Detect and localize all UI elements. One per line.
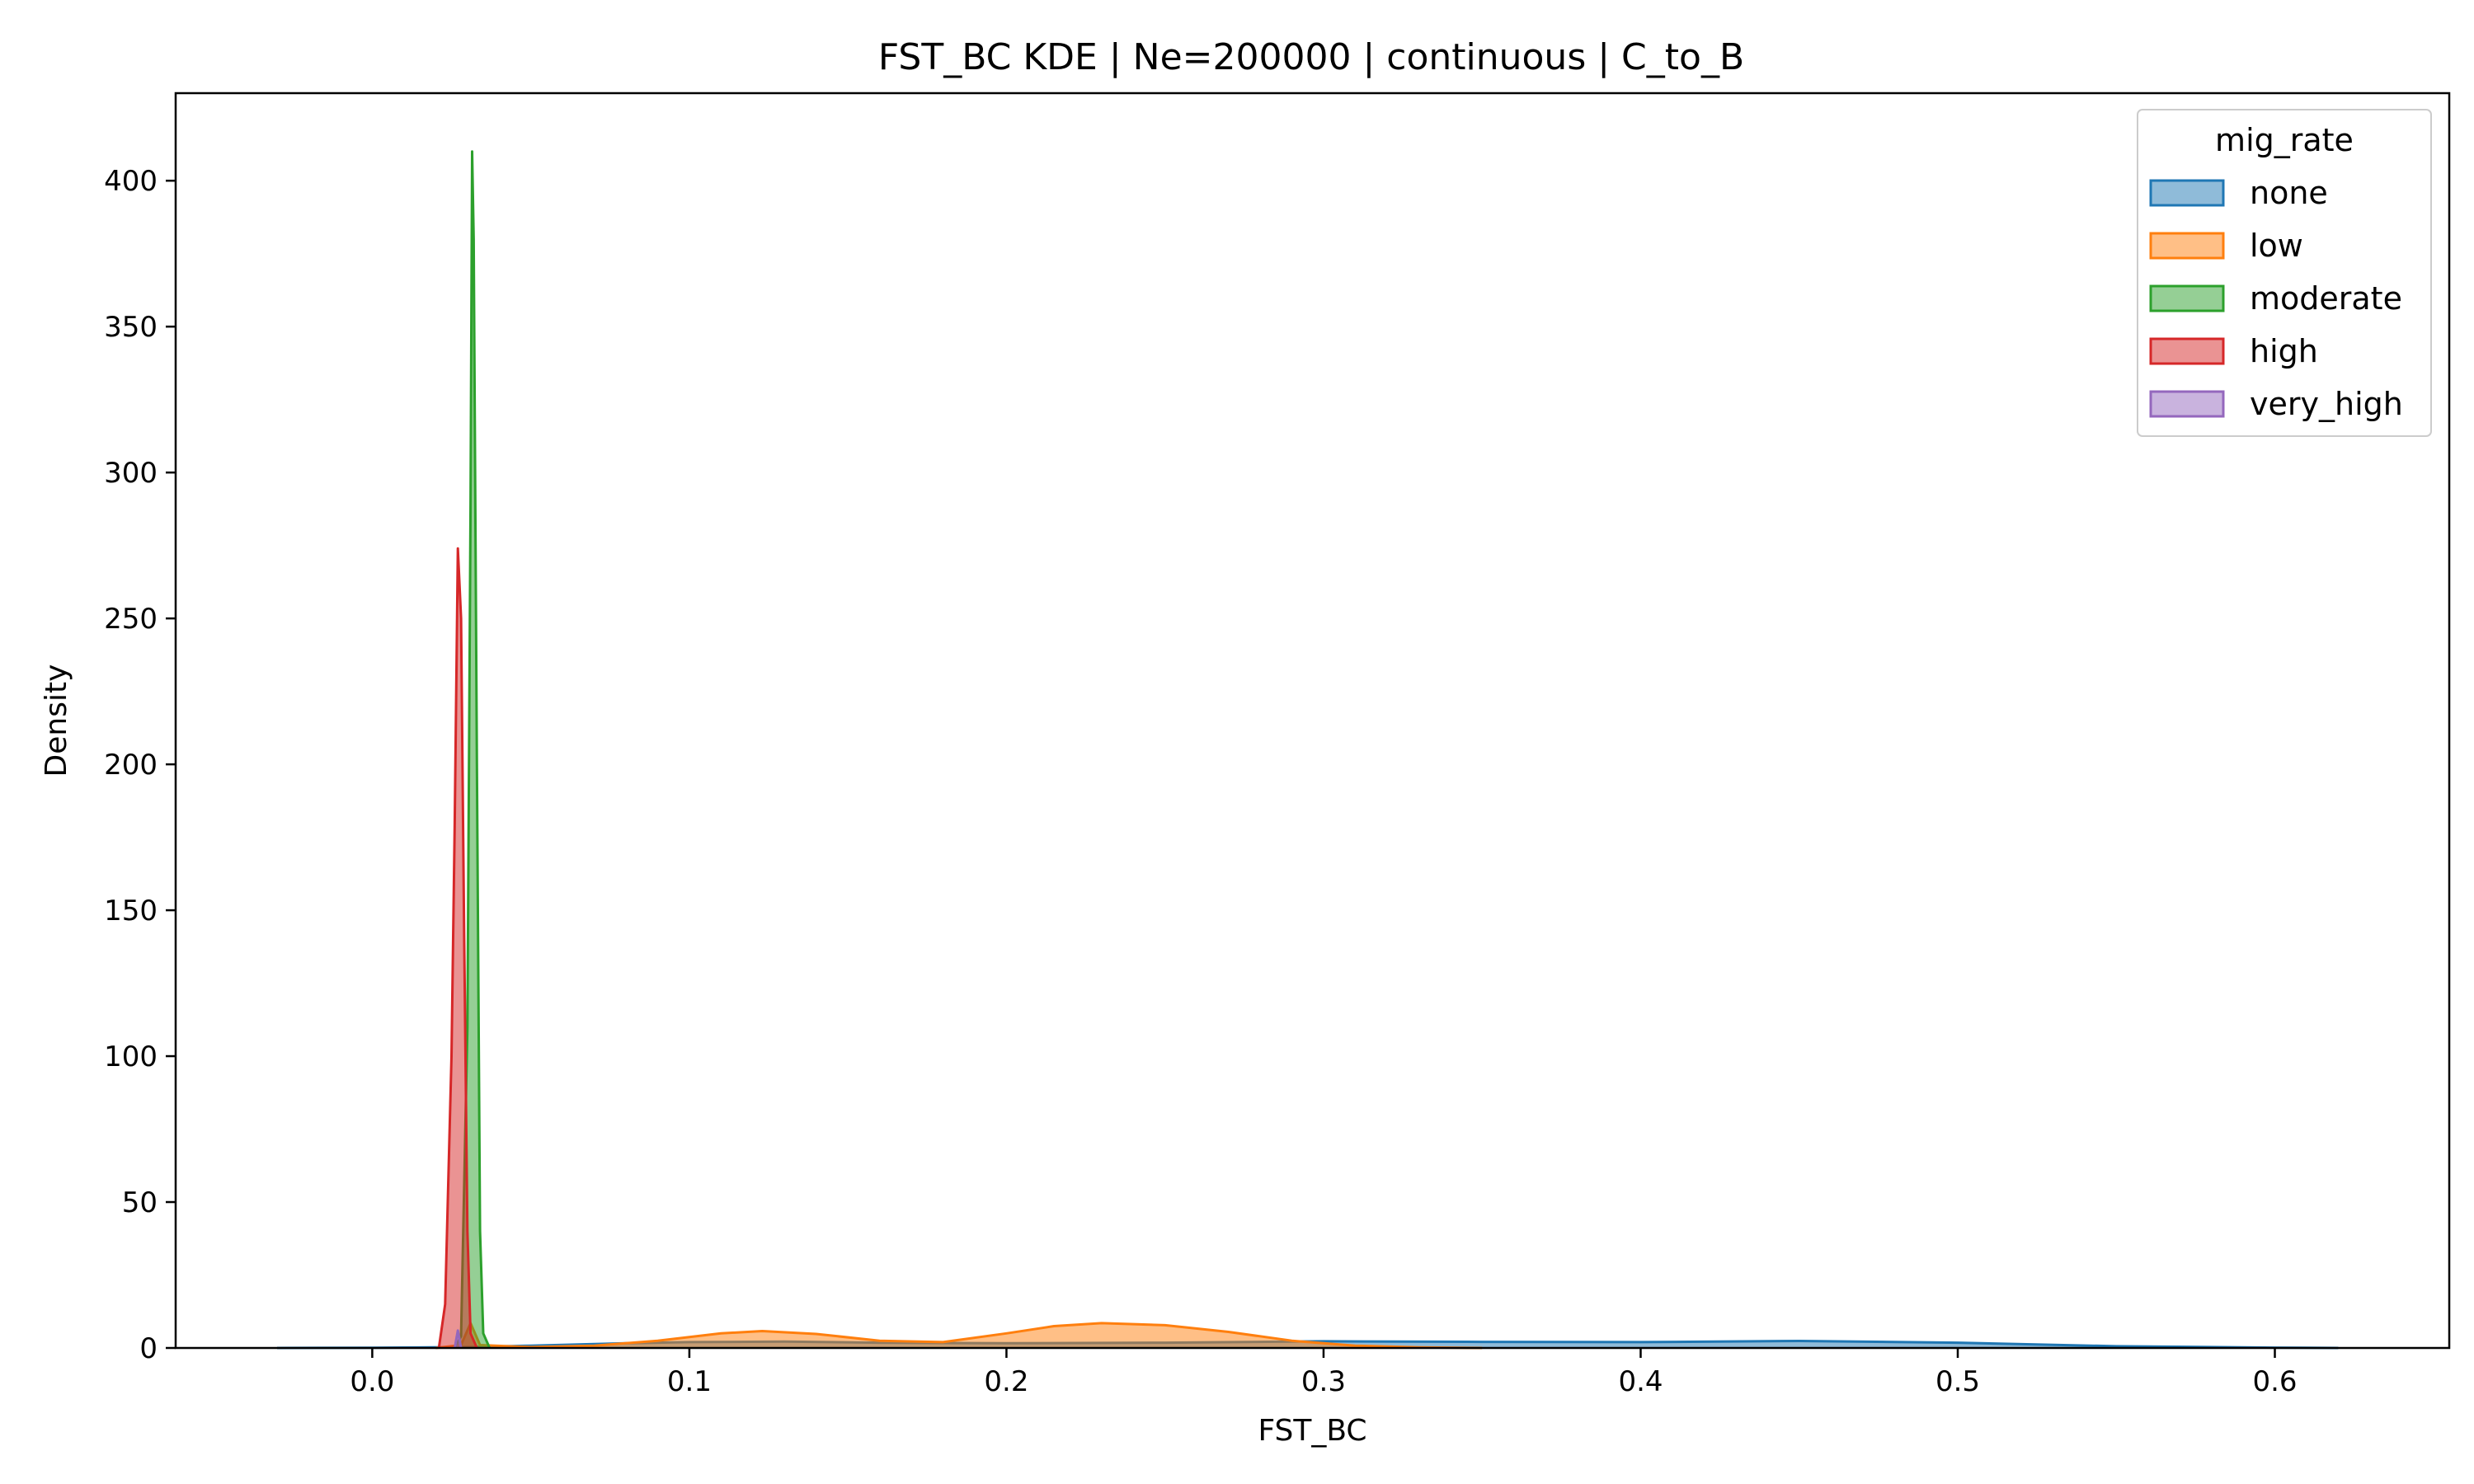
y-tick-label: 250 [104, 603, 158, 636]
y-tick-label: 150 [104, 895, 158, 928]
plot-area [276, 150, 2339, 1350]
legend-swatch-high [2149, 337, 2225, 365]
x-tick-label: 0.1 [667, 1365, 712, 1398]
series-area-high [439, 548, 477, 1348]
series-line-high [437, 547, 478, 1349]
y-tick-label: 50 [122, 1186, 158, 1219]
series-line-low [435, 1322, 1483, 1350]
x-tick-label: 0.3 [1301, 1365, 1346, 1398]
legend-swatch-very_high [2149, 390, 2225, 418]
y-tick-label: 350 [104, 311, 158, 344]
x-tick-label: 0.2 [984, 1365, 1028, 1398]
legend-swatch-moderate [2149, 284, 2225, 312]
series-line-very_high [453, 1329, 463, 1349]
x-axis-label: FST_BC [1258, 1414, 1366, 1448]
y-axis: 0 50 100 150 200 250 300 350 400 [104, 165, 176, 1365]
y-tick-label: 0 [139, 1332, 158, 1365]
series-area-moderate [454, 151, 490, 1348]
x-tick-label: 0.4 [1618, 1365, 1663, 1398]
y-tick-label: 400 [104, 165, 158, 198]
y-tick-label: 100 [104, 1040, 158, 1073]
plot-frame [174, 92, 2451, 1350]
x-tick-label: 0.6 [2252, 1365, 2297, 1398]
x-tick-label: 0.0 [350, 1365, 394, 1398]
legend-label-low: low [2250, 228, 2303, 264]
y-axis-label: Density [40, 665, 73, 777]
legend-swatch-none [2149, 179, 2225, 207]
series-area-low [435, 1322, 1483, 1348]
legend: mig_rate none low moderate high very_high [2137, 109, 2432, 437]
legend-swatch-low [2149, 232, 2225, 260]
legend-label-moderate: moderate [2250, 280, 2402, 317]
y-tick-label: 200 [104, 749, 158, 782]
legend-items: none low moderate high very_high [2149, 175, 2403, 422]
legend-label-high: high [2250, 333, 2318, 369]
y-tick-label: 300 [104, 457, 158, 490]
chart-title: FST_BC KDE | Ne=200000 | continuous | C_… [878, 36, 1744, 78]
x-tick-label: 0.5 [1935, 1365, 1980, 1398]
legend-label-very_high: very_high [2250, 386, 2403, 422]
legend-label-none: none [2250, 175, 2328, 211]
legend-title: mig_rate [2215, 122, 2354, 158]
x-axis: 0.0 0.1 0.2 0.3 0.4 0.5 0.6 [350, 1348, 2298, 1398]
